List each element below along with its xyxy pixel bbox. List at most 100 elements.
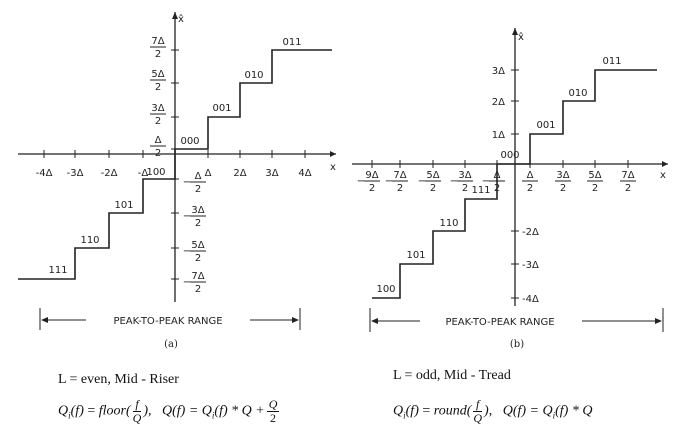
panel-b-y-tick-label: -4Δ — [522, 294, 539, 305]
panel-a-y-tick-label-neg-den: 2 — [195, 253, 201, 264]
panel-b-x-tick-label-neg: −7Δ 2 — [385, 170, 408, 194]
caption-right-fn: round( — [433, 403, 472, 419]
panel-a-x-label: x — [330, 162, 336, 173]
caption-left-tail: (f) * Q + — [214, 403, 265, 419]
panel-b-x-tick-label-neg-den: 2 — [462, 183, 468, 194]
caption-left-q-sub: i — [68, 410, 71, 421]
caption-right-frac-num: f — [473, 398, 483, 412]
panel-a-caption: (a) — [164, 339, 178, 350]
panel-a-code: 101 — [114, 200, 133, 211]
panel-a-x-tick-label: -Δ — [138, 168, 149, 179]
panel-a-range-label: PEAK-TO-PEAK RANGE — [113, 316, 222, 327]
caption-left-frac2-den: 2 — [270, 411, 277, 425]
panel-b-code: 100 — [376, 284, 395, 295]
panel-b-y-tick-label: -3Δ — [522, 260, 539, 271]
panel-a-x-tick-label: Δ — [205, 168, 212, 179]
caption-left-title: L = even, Mid - Riser — [58, 372, 179, 387]
panel-b-x-tick-label-neg: −3Δ 2 — [450, 170, 473, 194]
panel-b-x-tick-label-pos: 5Δ2 — [587, 170, 603, 194]
caption-right-q: Q — [393, 403, 404, 419]
panel-b-x-tick-label-pos: Δ2 — [522, 170, 538, 194]
panel-a-y-tick-label-neg-den: 2 — [195, 284, 201, 295]
panel-a-y-tick-label-neg-sign: − — [183, 277, 191, 288]
panel-a-y-tick-label-pos-den: 2 — [155, 49, 161, 60]
caption-right-formula: Qi(f) = round(f Q), Q(f) = Qi(f) * Q — [393, 397, 593, 425]
panel-a-x-tick-label: 4Δ — [298, 168, 311, 179]
panel-a-y-tick-label-neg: −3Δ 2 — [183, 205, 206, 229]
caption-left-q: Q — [58, 403, 69, 419]
panel-a-range-arrow-right — [292, 317, 299, 323]
panel-a-y-tick-label-neg: −Δ 2 — [183, 171, 206, 195]
panel-b-x-tick-label-neg: −Δ 2 — [482, 170, 505, 194]
panel-b-y-tick-label: 1Δ — [492, 130, 505, 141]
panel-b-x-tick-label-neg-num: Δ — [494, 170, 501, 181]
caption-left-frac2-num: Q — [266, 397, 280, 412]
caption-left-q2-sub: i — [211, 410, 215, 421]
panel-a-y-tick-label-neg-num: Δ — [195, 171, 202, 182]
panel-a-y-tick-label-neg: −5Δ 2 — [183, 240, 206, 264]
panel-b-y-arrow — [512, 28, 518, 35]
panel-a-y-tick-label-neg-num: 7Δ — [191, 271, 204, 282]
panel-a-codes: 111 110 101 100 000 001 010 011 — [48, 37, 301, 276]
panel-b-x-arrow — [662, 161, 668, 167]
panel-a-x-tick-label: -3Δ — [67, 168, 84, 179]
panel-a-y-tick-label-pos-den: 2 — [155, 116, 161, 127]
panel-b-x-tick-label-neg-sign: − — [450, 176, 458, 187]
panel-b-x-tick-label-pos: 3Δ2 — [555, 170, 571, 194]
panel-a-y-arrow — [172, 12, 178, 19]
panel-a-y-tick-label-pos-num: Δ — [155, 135, 162, 146]
panel-a-x-tick-label: 2Δ — [233, 168, 246, 179]
panel-a-y-tick-label-pos: Δ2 — [150, 135, 166, 159]
panel-b-codes: 100 101 110 111 000 001 010 011 — [376, 56, 621, 295]
panel-a-y-tick-label-neg-sign: − — [183, 177, 191, 188]
panel-a-y-tick-label-pos-den: 2 — [155, 148, 161, 159]
panel-b-code: 010 — [568, 88, 587, 99]
panel-b-range-arrow-left — [371, 318, 378, 324]
panel-a-y-tick-label-pos-den: 2 — [155, 82, 161, 93]
caption-left-close: ), — [143, 403, 152, 419]
panel-a-y-tick-label-pos-num: 5Δ — [151, 69, 164, 80]
panel-b-x-tick-label-neg-sign: − — [385, 176, 393, 187]
panel-b-y-tick-label: -2Δ — [522, 227, 539, 238]
panel-b-range-arrow-right — [655, 318, 662, 324]
panel-b-code: 101 — [406, 250, 425, 261]
panel-a-y-tick-label-neg-den: 2 — [195, 218, 201, 229]
panel-a-y-tick-label-pos: 3Δ2 — [150, 103, 166, 127]
panel-b-x-tick-label-neg-num: 7Δ — [393, 170, 406, 181]
panel-a-y-tick-label-neg-sign: − — [183, 246, 191, 257]
caption-right-frac-den: Q — [473, 411, 483, 425]
panel-a-y-tick-label-pos-num: 3Δ — [151, 103, 164, 114]
panel-b-caption: (b) — [510, 339, 524, 350]
caption-right-close: ), — [484, 403, 493, 419]
panel-a-y-tick-label-pos: 5Δ2 — [150, 69, 166, 93]
caption-left-frac-den: Q — [132, 411, 142, 425]
panel-b-code: 110 — [439, 218, 458, 229]
caption-left-frac-num: f — [132, 398, 142, 412]
panel-b-x-tick-label-pos-num: Δ — [527, 170, 534, 181]
caption-right-q2-sub: i — [552, 410, 556, 421]
panel-a-y-tick-label-neg-sign: − — [183, 211, 191, 222]
panel-b-x-tick-label-neg-sign: − — [357, 176, 365, 187]
panel-a-y-tick-label-pos-num: 7Δ — [151, 36, 164, 47]
panel-b-code: 001 — [536, 120, 555, 131]
panel-b-x-tick-label-pos-den: 2 — [625, 183, 631, 194]
panel-b-x-tick-label-pos-num: 5Δ — [588, 170, 601, 181]
panel-b-x-tick-label-pos-den: 2 — [560, 183, 566, 194]
panel-a-y-tick-label-pos: 7Δ2 — [150, 36, 166, 60]
panel-b-x-tick-label-pos-den: 2 — [592, 183, 598, 194]
panel-b-x-tick-label-neg-den: 2 — [397, 183, 403, 194]
caption-left-fn: floor( — [98, 403, 131, 419]
caption-left-formula: Qi(f) = floor(f Q), Q(f) = Qi(f) * Q + Q 2 — [58, 397, 280, 425]
panel-a-x-arrow — [330, 151, 336, 157]
panel-b-y-tick-label: 2Δ — [492, 97, 505, 108]
caption-right-q2: Q(f) = Q — [502, 403, 553, 419]
panel-a-code: 001 — [212, 103, 231, 114]
panel-a-range-arrow-left — [41, 317, 48, 323]
caption-right-arg: (f) — [405, 403, 419, 419]
panel-a-x-tick-label: 3Δ — [265, 168, 278, 179]
panel-b-x-tick-label-neg-den: 2 — [369, 183, 375, 194]
